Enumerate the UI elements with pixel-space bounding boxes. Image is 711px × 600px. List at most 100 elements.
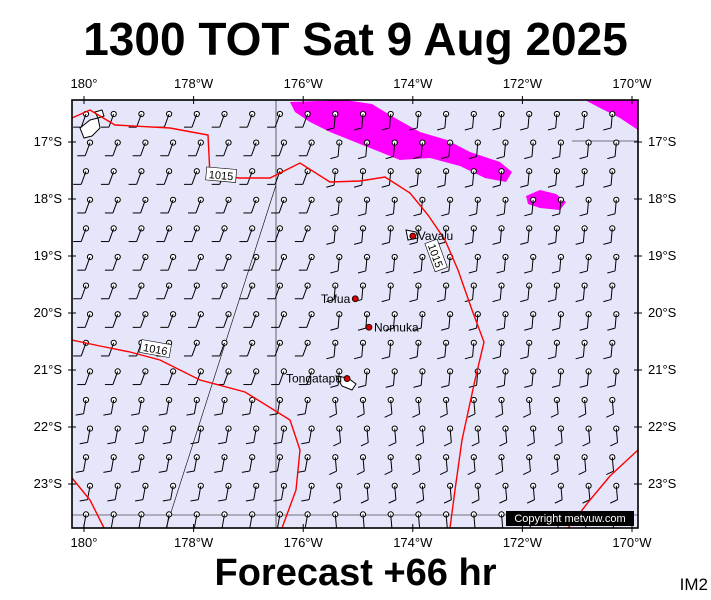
wind-barb-icon [128, 282, 145, 300]
wind-barb-icon [184, 225, 200, 243]
wind-barb-icon [188, 311, 204, 328]
wind-barb-icon [526, 482, 537, 504]
wind-barb-icon [298, 311, 315, 328]
wind-barb-icon [443, 511, 450, 528]
wind-barb-icon [357, 139, 371, 160]
wind-barb-icon [522, 454, 533, 475]
map-title: 1300 TOT Sat 9 Aug 2025 [83, 13, 628, 65]
image-tag: IM2 [679, 575, 708, 594]
wind-barb-icon [79, 425, 94, 445]
wind-barb-icon [524, 253, 537, 274]
wind-barb-icon [492, 110, 505, 131]
wind-barb-icon [385, 368, 398, 388]
wind-barb-icon [495, 396, 505, 418]
wind-barb-icon [184, 110, 200, 128]
wind-barb-icon [294, 225, 311, 243]
wind-barb-icon [554, 482, 565, 504]
wind-barb-icon [496, 196, 509, 217]
wind-barb-icon [416, 482, 426, 504]
wind-barb-icon [215, 253, 232, 271]
wind-barb-icon [77, 139, 94, 157]
wind-barb-icon [441, 368, 454, 388]
wind-barb-icon [603, 168, 616, 188]
wind-barb-icon [524, 139, 537, 160]
wind-barb-icon [330, 253, 343, 274]
wind-barb-icon [192, 511, 200, 528]
wind-barb-icon [77, 368, 94, 386]
wind-barb-icon [241, 396, 256, 416]
islands [79, 109, 419, 391]
wind-barb-icon [298, 196, 315, 214]
latitude-label: 18°S [34, 191, 63, 206]
wind-barb-icon [550, 396, 561, 418]
latitude-label: 22°S [34, 419, 63, 434]
wind-barb-icon [271, 253, 287, 271]
wind-barb-icon [241, 454, 256, 473]
wind-barb-icon [575, 168, 588, 188]
isobar-label: 1016 [139, 339, 172, 358]
wind-barb-icon [100, 339, 117, 357]
wind-barb-icon [603, 110, 616, 131]
wind-barb-icon [303, 511, 311, 528]
latitude-label: 18°S [648, 191, 677, 206]
wind-barb-icon [301, 482, 315, 502]
wind-barb-icon [77, 253, 94, 271]
wind-barb-icon [186, 454, 200, 473]
wind-barb-icon [520, 225, 533, 245]
wind-barb-icon [385, 311, 398, 331]
wind-barb-icon [135, 482, 149, 502]
rain-areas [290, 100, 638, 210]
wind-barb-icon [100, 110, 117, 128]
wind-barb-icon [214, 396, 228, 416]
wind-barb-icon [77, 311, 94, 328]
wind-barb-icon [267, 110, 283, 128]
wind-barb-icon [468, 253, 481, 274]
wind-barb-icon [606, 396, 616, 418]
latitude-label: 22°S [648, 419, 677, 434]
wind-barb-icon [190, 425, 204, 445]
wind-barb-icon [607, 253, 620, 274]
wind-barb-icon [239, 110, 256, 128]
wind-barb-icon [294, 339, 311, 357]
wind-barb-icon [243, 368, 260, 386]
latitude-label: 17°S [648, 134, 677, 149]
wind-barb-icon [75, 396, 90, 416]
wind-barb-icon [188, 196, 204, 214]
wind-barb-icon [575, 282, 588, 303]
wind-barb-icon [526, 425, 537, 447]
wind-barb-icon [603, 282, 616, 303]
wind-barb-icon [132, 139, 149, 157]
wind-barb-icon [326, 168, 339, 188]
latitude-label: 23°S [34, 476, 63, 491]
town-dot-icon [343, 375, 351, 382]
wind-barb-icon [100, 225, 117, 243]
wind-barb-icon [385, 139, 398, 160]
wind-barb-icon [579, 196, 592, 217]
wind-barb-icon [73, 225, 90, 243]
wind-barb-icon [439, 396, 450, 418]
wind-barb-icon [211, 110, 228, 128]
wind-barb-icon [330, 196, 343, 217]
svg-text:1015: 1015 [208, 169, 233, 183]
longitude-label: 170°W [612, 76, 652, 91]
wind-barb-icon [332, 511, 339, 528]
isobar [72, 477, 105, 528]
wind-barb-icon [579, 368, 592, 388]
wind-barb-icon [524, 311, 537, 331]
wind-barb-icon [437, 339, 450, 360]
wind-barb-icon [388, 482, 398, 504]
longitude-label: 174°W [393, 76, 433, 91]
wind-barb-icon [103, 396, 117, 416]
wind-barb-icon [409, 168, 422, 188]
wind-barb-icon [103, 454, 117, 473]
wind-barb-icon [437, 110, 450, 131]
wind-barb-icon [214, 454, 228, 473]
svg-text:1016: 1016 [142, 342, 168, 358]
wind-barb-icon [607, 368, 620, 388]
wind-barb-icon [333, 482, 343, 504]
wind-barb-icon [245, 482, 260, 502]
wind-barb-icon [137, 511, 145, 528]
wind-barb-icon [247, 511, 256, 528]
wind-barb-icon [211, 339, 228, 357]
wind-barb-icon [330, 139, 343, 160]
